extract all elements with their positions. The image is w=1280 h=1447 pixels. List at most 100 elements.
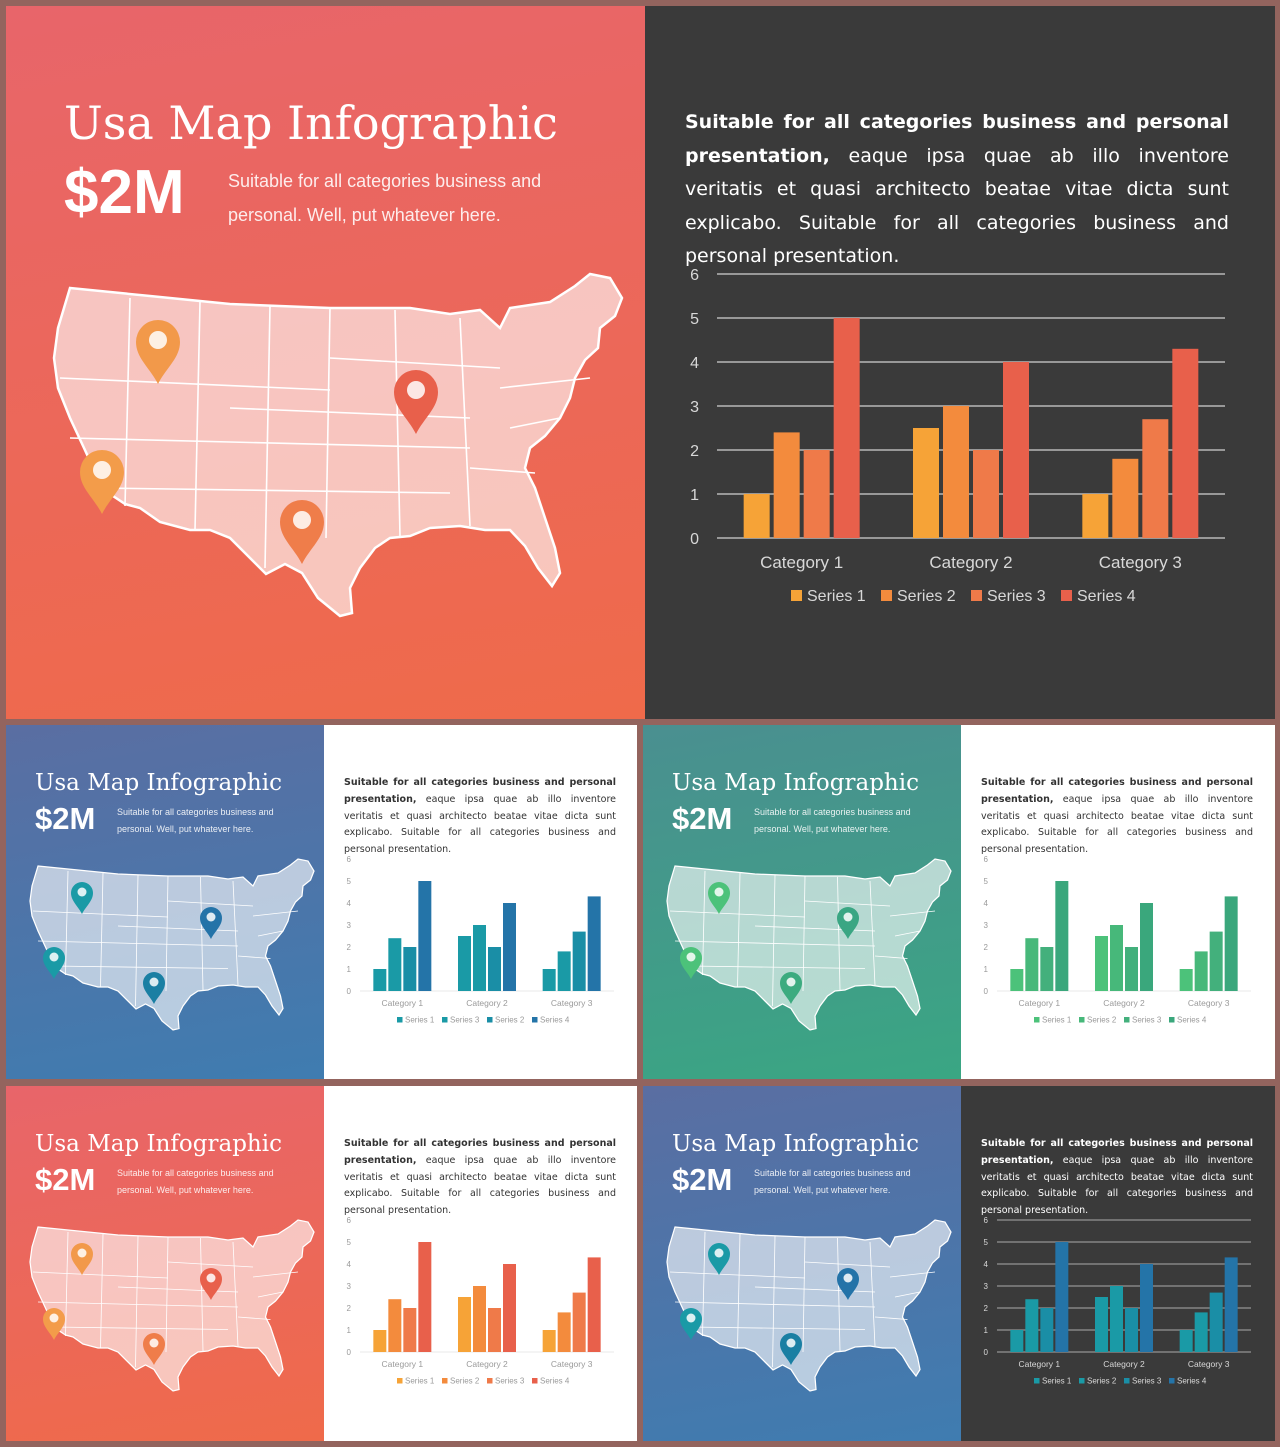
location-pin-icon[interactable] (837, 1268, 859, 1300)
legend-label: Series 1 (1042, 1016, 1072, 1025)
x-tick-label: Category 2 (466, 998, 508, 1008)
paragraph-lead: Suitable for all categories business and… (981, 777, 1253, 805)
state-border (252, 910, 299, 917)
map-panel-large: Usa Map Infographic $2M Suitable for all c… (6, 6, 646, 719)
state-border (754, 925, 876, 932)
state-border (325, 307, 331, 539)
paragraph-lead: Suitable for all categories business and… (344, 777, 616, 805)
state-border (69, 437, 471, 449)
location-pin-icon[interactable] (143, 1333, 165, 1365)
state-border (837, 1237, 841, 1352)
legend-label: Series 4 (540, 1016, 570, 1025)
state-border (65, 870, 69, 976)
bar-series-2 (1025, 1299, 1039, 1352)
location-pin-icon[interactable] (71, 882, 93, 914)
bar-series-1 (1179, 1330, 1193, 1352)
state-border (702, 870, 706, 976)
state-border (674, 940, 876, 947)
location-pin-icon[interactable] (80, 450, 124, 514)
description-paragraph: Suitable for all categories business and… (981, 775, 1253, 859)
legend-item: Series 3 (487, 1377, 525, 1386)
legend-item: Series 2 (881, 588, 956, 605)
legend-item: Series 3 (1124, 1016, 1162, 1025)
x-tick-label: Category 1 (382, 1359, 424, 1369)
location-pin-icon[interactable] (43, 1308, 65, 1340)
bar-series-1 (1095, 936, 1108, 991)
y-tick-label: 2 (347, 1304, 352, 1313)
legend-item: Series 3 (971, 588, 1046, 605)
chart-panel-blue-white: Suitable for all categories business and… (324, 725, 637, 1079)
y-tick-label: 2 (984, 1304, 989, 1313)
description-paragraph: Suitable for all categories business and… (344, 775, 616, 859)
location-pin-icon[interactable] (780, 972, 802, 1004)
location-pin-icon[interactable] (780, 1333, 802, 1365)
bar-chart: 0 1 2 3 4 5 6 Category 1 Category 2 Category 3 Ser… (984, 1216, 1251, 1386)
location-pin-icon[interactable] (708, 882, 730, 914)
legend-item: Series 4 (1169, 1377, 1207, 1386)
location-pin-icon[interactable] (200, 907, 222, 939)
location-pin-icon[interactable] (680, 947, 702, 979)
x-tick-label: Category 3 (1188, 998, 1230, 1008)
legend-label: Series 3 (450, 1016, 480, 1025)
x-tick-label: Category 3 (551, 998, 593, 1008)
legend-label: Series 3 (987, 588, 1046, 605)
bar-series-4 (1140, 903, 1153, 991)
state-border (737, 872, 741, 988)
legend-item: Series 4 (532, 1016, 570, 1025)
bar-series-1 (913, 428, 939, 538)
location-pin-icon[interactable] (143, 972, 165, 1004)
legend-label: Series 2 (1087, 1377, 1117, 1386)
state-border (32, 910, 169, 918)
state-border (804, 1261, 891, 1268)
bar-series-4 (1224, 1257, 1238, 1352)
amount-figure: $2M (35, 801, 96, 836)
bar-series-3 (803, 450, 830, 538)
paragraph-lead: Suitable for all categories business and… (981, 1138, 1253, 1166)
state-border (837, 876, 841, 991)
state-border (52, 965, 229, 969)
state-border (264, 305, 271, 569)
state-border (194, 301, 201, 531)
x-tick-label: Category 2 (1103, 1359, 1145, 1369)
state-border (804, 900, 891, 907)
bar-chart: 0 1 2 3 4 5 6 Category 1 Category 2 Category 3 Ser… (984, 855, 1251, 1025)
bar-series-3 (403, 947, 417, 991)
state-border (32, 1271, 169, 1279)
legend-item: Series 1 (1034, 1016, 1072, 1025)
paragraph-lead: Suitable for all categories business and… (685, 111, 1229, 167)
y-tick-label: 1 (984, 1326, 989, 1335)
chart-panel-large: Suitable for all categories business and… (645, 6, 1275, 719)
state-border (100, 1233, 104, 1349)
location-pin-icon[interactable] (680, 1308, 702, 1340)
bar-series-3 (1125, 947, 1138, 991)
amount-subtitle: Suitable for all categories business and… (117, 1168, 274, 1195)
paragraph-body: eaque ipsa quae ab illo inventore verita… (981, 793, 1253, 855)
location-pin-icon[interactable] (708, 1243, 730, 1275)
location-pin-icon[interactable] (394, 370, 438, 434)
description-paragraph: Suitable for all categories business and… (981, 1136, 1253, 1220)
amount-subtitle: Suitable for all categories business and… (228, 171, 542, 225)
bar-series-4 (1055, 1242, 1069, 1352)
usa-map (29, 1219, 315, 1392)
location-pin-icon[interactable] (837, 907, 859, 939)
bar-series-1 (542, 969, 556, 991)
legend-label: Series 2 (1087, 1016, 1117, 1025)
state-border (237, 1316, 271, 1320)
y-tick-label: 6 (690, 267, 699, 284)
y-tick-label: 3 (690, 399, 699, 416)
bar-series-1 (1082, 494, 1109, 538)
state-border (52, 1326, 229, 1330)
location-pin-icon[interactable] (71, 1243, 93, 1275)
location-pin-icon[interactable] (280, 500, 324, 564)
paragraph-body: eaque ipsa quae ab illo inventore verita… (344, 1154, 616, 1216)
location-pin-icon[interactable] (136, 320, 180, 384)
legend-item: Series 2 (442, 1377, 480, 1386)
map-panel-red-white: Usa Map Infographic $2M Suitable for all c… (6, 1086, 324, 1441)
state-border (772, 1235, 776, 1368)
bar-series-1 (1095, 1297, 1108, 1352)
location-pin-icon[interactable] (200, 1268, 222, 1300)
location-pin-icon[interactable] (43, 947, 65, 979)
y-tick-label: 5 (347, 1238, 352, 1247)
y-tick-label: 1 (690, 487, 699, 504)
legend-item: Series 4 (1169, 1016, 1207, 1025)
